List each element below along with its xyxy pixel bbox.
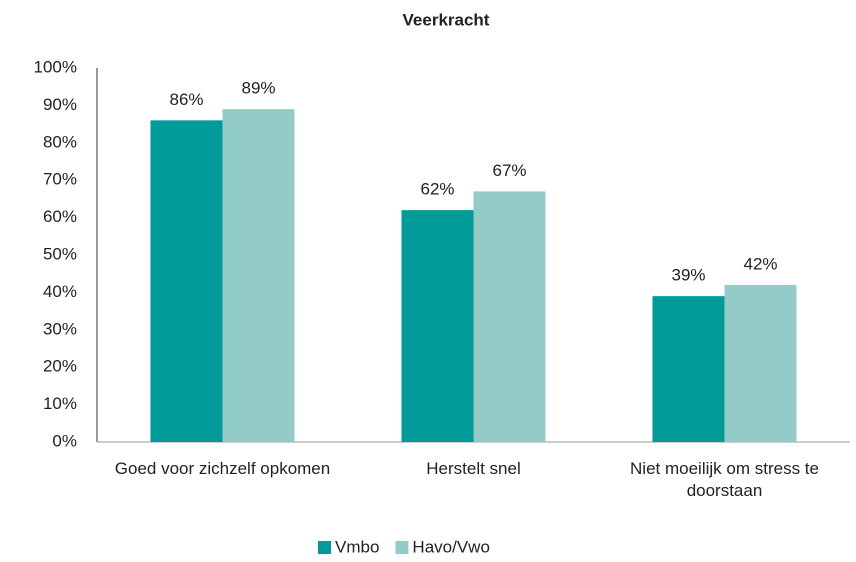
bar: [652, 296, 725, 442]
bar: [401, 210, 474, 442]
legend-swatch: [318, 541, 331, 554]
y-tick-label: 100%: [34, 57, 77, 76]
data-label: 62%: [420, 180, 454, 199]
y-tick-label: 50%: [43, 244, 77, 263]
y-tick-label: 20%: [43, 357, 77, 376]
data-label: 86%: [169, 90, 203, 109]
data-label: 67%: [492, 161, 526, 180]
y-tick-label: 30%: [43, 319, 77, 338]
bar: [473, 191, 546, 442]
y-tick-label: 80%: [43, 132, 77, 151]
y-tick-label: 70%: [43, 170, 77, 189]
bar: [724, 284, 797, 442]
x-tick-label: Goed voor zichzelf opkomen: [114, 459, 331, 478]
data-label: 89%: [241, 79, 275, 98]
legend-label: Vmbo: [335, 537, 379, 556]
y-tick-label: 40%: [43, 282, 77, 301]
bar: [150, 120, 223, 443]
x-tick-label: Niet moeilijk om stress te doorstaan: [630, 459, 819, 500]
legend-swatch: [395, 541, 409, 554]
chart-title: Veerkracht: [403, 10, 490, 29]
data-label: 42%: [743, 254, 777, 273]
bar: [222, 109, 295, 442]
data-label: 39%: [671, 266, 705, 285]
y-tick-label: 90%: [43, 95, 77, 114]
y-tick-label: 0%: [52, 431, 77, 450]
y-tick-label: 10%: [43, 394, 77, 413]
x-tick-label: Herstelt snel: [426, 459, 521, 478]
legend-label: Havo/Vwo: [412, 537, 489, 556]
y-tick-label: 60%: [43, 207, 77, 226]
